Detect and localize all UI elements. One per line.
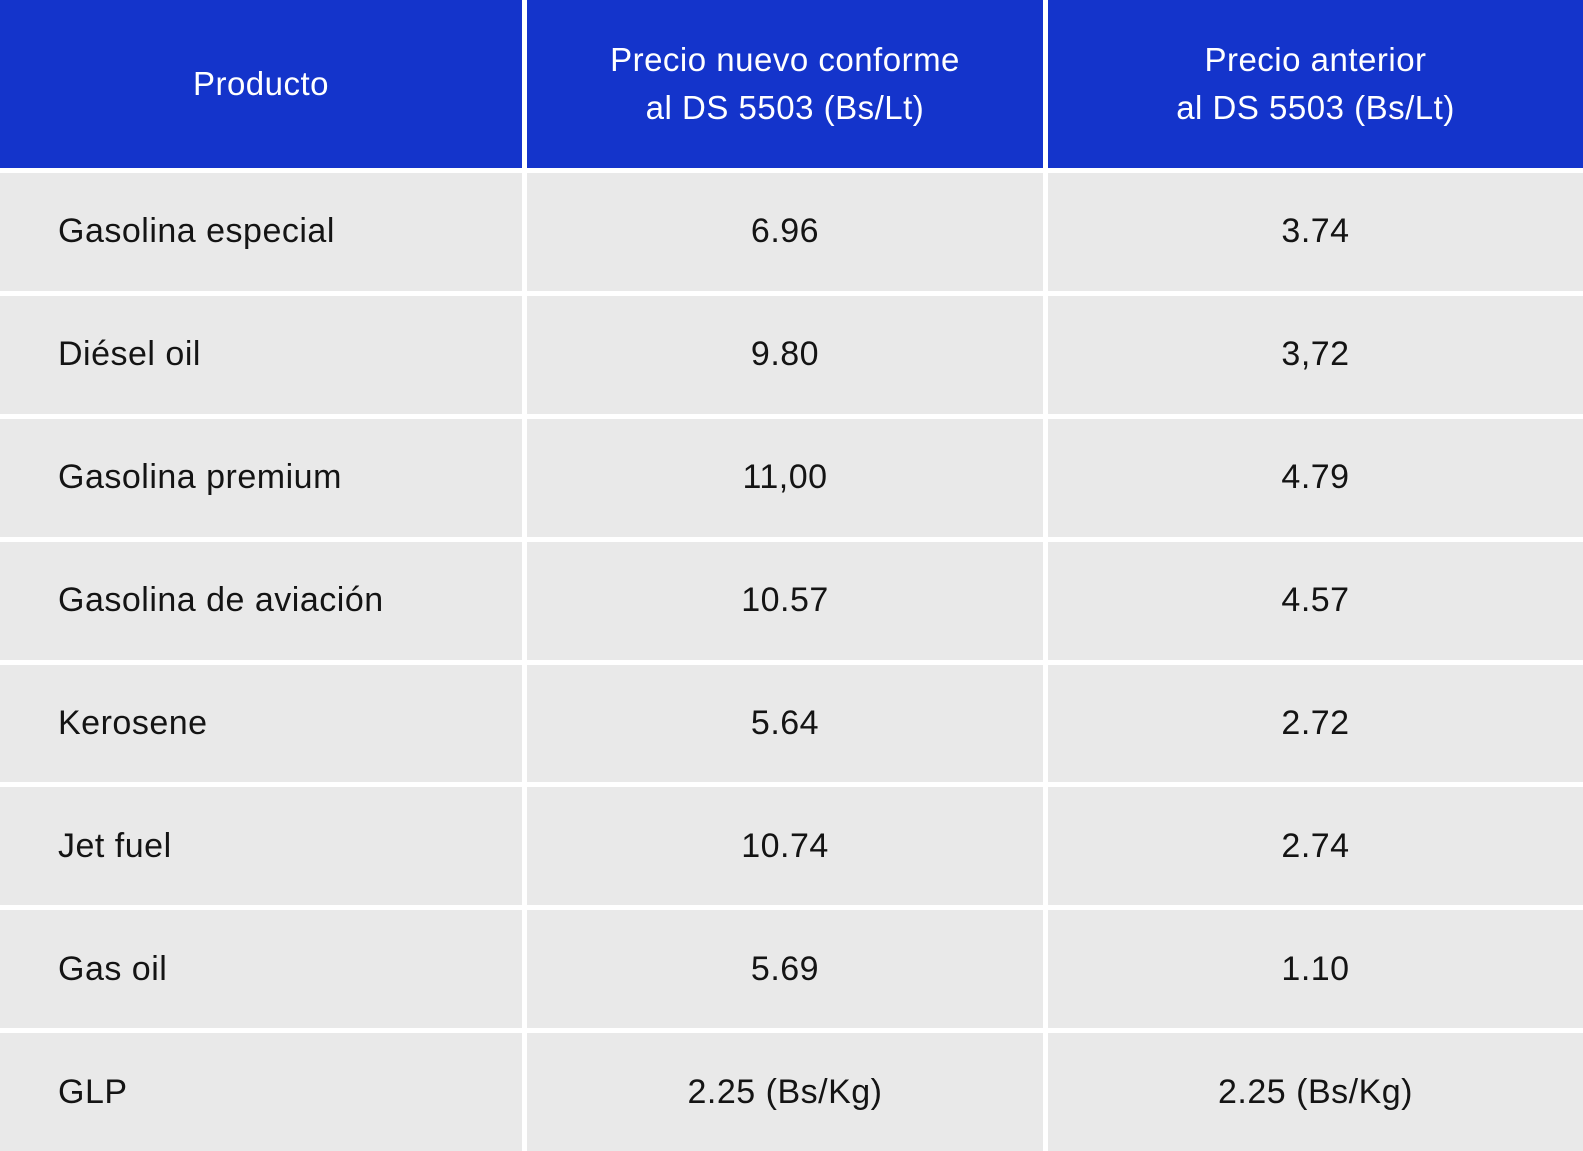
product-name-cell: Kerosene (0, 664, 522, 783)
column-header-precio-nuevo: Precio nuevo conforme al DS 5503 (Bs/Lt) (527, 0, 1043, 168)
old-price-cell: 2.25 (Bs/Kg) (1048, 1033, 1583, 1151)
old-price-cell: 3,72 (1048, 295, 1583, 414)
old-price-cell: 4.79 (1048, 418, 1583, 537)
product-name-cell: Gasolina especial (0, 173, 522, 291)
product-name-cell: Gas oil (0, 910, 522, 1029)
old-price-cell: 3.74 (1048, 173, 1583, 291)
new-price-cell: 5.69 (527, 910, 1043, 1029)
new-price-cell: 10.74 (527, 787, 1043, 906)
product-name-cell: Jet fuel (0, 787, 522, 906)
column-header-producto: Producto (0, 0, 522, 168)
new-price-cell: 2.25 (Bs/Kg) (527, 1033, 1043, 1151)
product-name-cell: GLP (0, 1033, 522, 1151)
new-price-cell: 9.80 (527, 295, 1043, 414)
new-price-cell: 11,00 (527, 418, 1043, 537)
product-name-cell: Gasolina de aviación (0, 541, 522, 660)
product-name-cell: Gasolina premium (0, 418, 522, 537)
new-price-cell: 10.57 (527, 541, 1043, 660)
old-price-cell: 1.10 (1048, 910, 1583, 1029)
column-header-precio-anterior: Precio anterior al DS 5503 (Bs/Lt) (1048, 0, 1583, 168)
old-price-cell: 4.57 (1048, 541, 1583, 660)
product-name-cell: Diésel oil (0, 295, 522, 414)
old-price-cell: 2.72 (1048, 664, 1583, 783)
old-price-cell: 2.74 (1048, 787, 1583, 906)
new-price-cell: 6.96 (527, 173, 1043, 291)
new-price-cell: 5.64 (527, 664, 1043, 783)
